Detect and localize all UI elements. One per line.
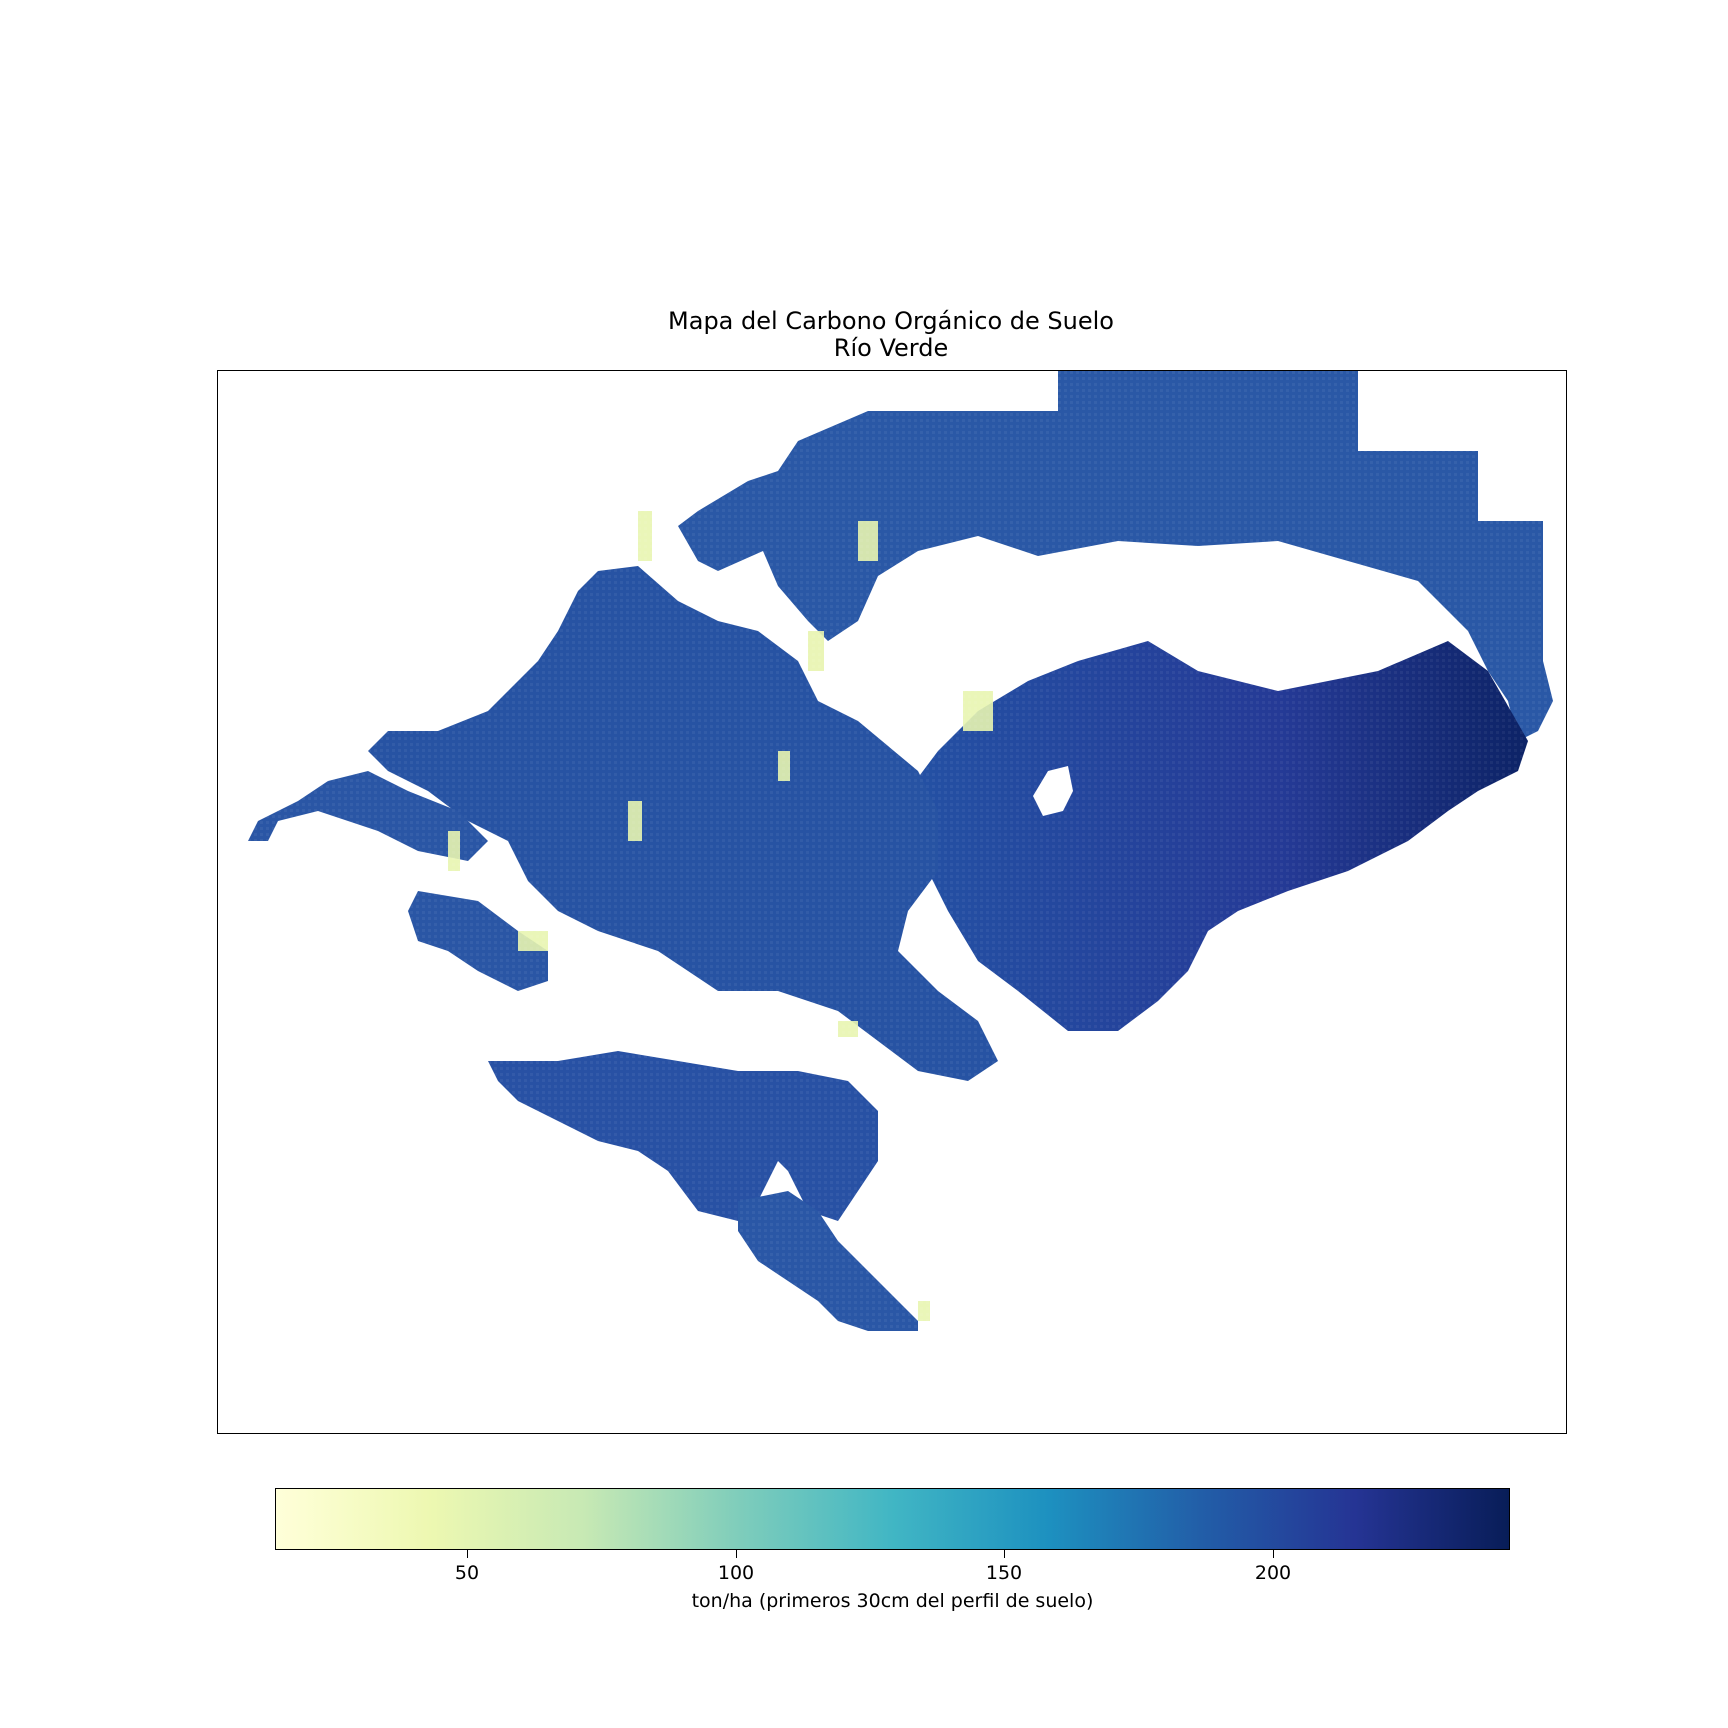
colorbar-label: ton/ha (primeros 30cm del perfil de suel… [691, 1590, 1094, 1612]
colorbar-tick-label-150: 150 [985, 1562, 1023, 1584]
colorbar-tick-label-50: 50 [454, 1562, 480, 1584]
colorbar-tick-100 [736, 1550, 737, 1558]
colorbar-tick-50 [467, 1550, 468, 1558]
colorbar-tick-200 [1273, 1550, 1274, 1558]
map-subtitle: Río Verde [833, 334, 949, 362]
map-frame [217, 370, 1567, 1434]
colorbar [275, 1488, 1510, 1550]
colorbar-tick-label-200: 200 [1254, 1562, 1292, 1584]
map-title: Mapa del Carbono Orgánico de Suelo [668, 307, 1114, 335]
colorbar-tick-label-100: 100 [717, 1562, 755, 1584]
soc-raster-map [218, 371, 1566, 1433]
colorbar-tick-150 [1004, 1550, 1005, 1558]
